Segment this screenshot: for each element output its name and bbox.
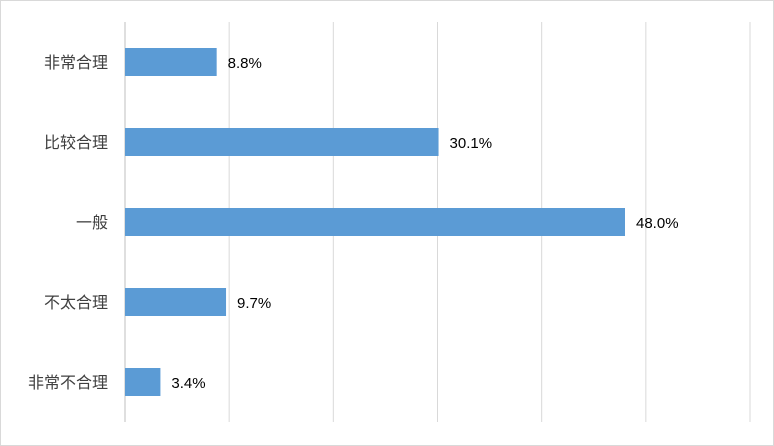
bar [125,48,217,76]
category-label: 比较合理 [44,133,108,152]
value-label: 30.1% [450,135,493,152]
bar [125,208,625,236]
bar [125,288,227,316]
gridlines [228,22,751,422]
category-label: 非常不合理 [28,373,108,392]
value-label: 48.0% [636,215,679,232]
bars [125,48,625,396]
category-label: 非常合理 [44,53,108,72]
category-label: 不太合理 [44,293,108,312]
category-label: 一般 [76,213,108,232]
bar [125,128,439,156]
value-label: 9.7% [237,295,271,312]
value-label: 8.8% [228,55,262,72]
value-label: 3.4% [171,375,205,392]
value-labels: 8.8% 30.1% 48.0% 9.7% 3.4% [171,55,678,392]
bar [125,368,161,396]
